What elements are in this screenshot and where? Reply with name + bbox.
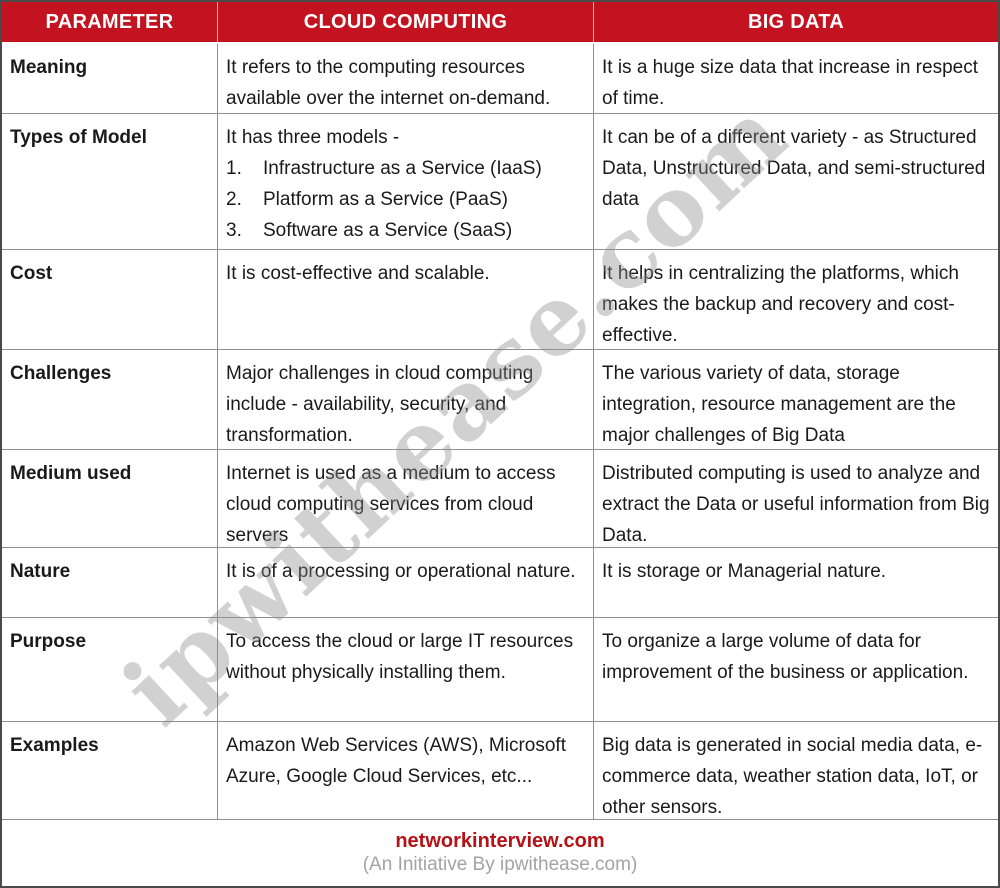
header-parameter: PARAMETER: [2, 2, 218, 44]
row-label: Examples: [2, 722, 218, 820]
row-label: Nature: [2, 548, 218, 618]
footer-tagline: (An Initiative By ipwithease.com): [362, 853, 638, 875]
bigdata-cell: It is a huge size data that increase in …: [594, 44, 998, 114]
header-big-data: BIG DATA: [594, 2, 998, 44]
cloud-cell: Internet is used as a medium to access c…: [218, 450, 594, 548]
bigdata-cell: Distributed computing is used to analyze…: [594, 450, 998, 548]
table-row-cost: Cost It is cost-effective and scalable. …: [2, 250, 998, 350]
table-row-meaning: Meaning It refers to the computing resou…: [2, 44, 998, 114]
cloud-models-list: Infrastructure as a Service (IaaS) Platf…: [226, 153, 587, 246]
list-item: Platform as a Service (PaaS): [263, 189, 508, 210]
row-label: Types of Model: [2, 114, 218, 250]
list-item: Infrastructure as a Service (IaaS): [263, 158, 542, 179]
cloud-cell: It is of a processing or operational nat…: [218, 548, 594, 618]
table-footer: networkinterview.com (An Initiative By i…: [2, 820, 998, 884]
cloud-cell: Major challenges in cloud computing incl…: [218, 350, 594, 450]
bigdata-cell: It is storage or Managerial nature.: [594, 548, 998, 618]
cloud-cell: To access the cloud or large IT resource…: [218, 618, 594, 722]
table-row-nature: Nature It is of a processing or operatio…: [2, 548, 998, 618]
bigdata-cell: To organize a large volume of data for i…: [594, 618, 998, 722]
cloud-models-intro: It has three models -: [226, 127, 400, 148]
row-label: Medium used: [2, 450, 218, 548]
bigdata-cell: Big data is generated in social media da…: [594, 722, 998, 820]
table-header-row: PARAMETER CLOUD COMPUTING BIG DATA: [2, 2, 998, 44]
row-label: Meaning: [2, 44, 218, 114]
row-label: Cost: [2, 250, 218, 350]
table-row-challenges: Challenges Major challenges in cloud com…: [2, 350, 998, 450]
header-cloud-computing: CLOUD COMPUTING: [218, 2, 594, 44]
row-label: Purpose: [2, 618, 218, 722]
bigdata-cell: It can be of a different variety - as St…: [594, 114, 998, 250]
bigdata-cell: The various variety of data, storage int…: [594, 350, 998, 450]
row-label: Challenges: [2, 350, 218, 450]
cloud-cell: It has three models - Infrastructure as …: [218, 114, 594, 250]
bigdata-cell: It helps in centralizing the platforms, …: [594, 250, 998, 350]
list-item: Software as a Service (SaaS): [263, 220, 513, 241]
table-row-medium-used: Medium used Internet is used as a medium…: [2, 450, 998, 548]
table-row-purpose: Purpose To access the cloud or large IT …: [2, 618, 998, 722]
table-row-types-of-model: Types of Model It has three models - Inf…: [2, 114, 998, 250]
footer-site-name: networkinterview.com: [395, 829, 605, 852]
table-row-examples: Examples Amazon Web Services (AWS), Micr…: [2, 722, 998, 820]
cloud-cell: It refers to the computing resources ava…: [218, 44, 594, 114]
cloud-cell: It is cost-effective and scalable.: [218, 250, 594, 350]
cloud-cell: Amazon Web Services (AWS), Microsoft Azu…: [218, 722, 594, 820]
